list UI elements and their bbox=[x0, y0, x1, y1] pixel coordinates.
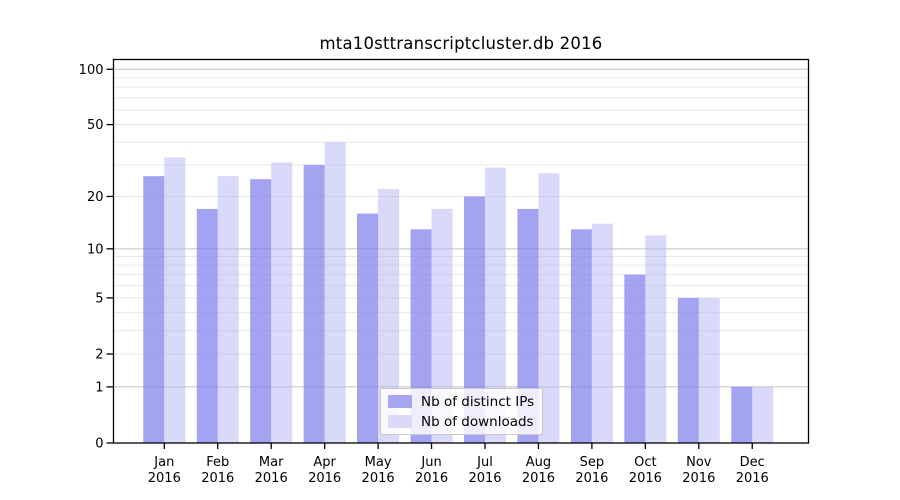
bar-distinct-ips-Jul bbox=[464, 196, 485, 443]
bar-downloads-Oct bbox=[645, 235, 667, 443]
bar-downloads-Dec bbox=[752, 386, 774, 443]
bar-distinct-ips-Dec bbox=[731, 386, 753, 443]
bar-distinct-ips-Aug bbox=[517, 208, 539, 443]
y-tick-label: 5 bbox=[95, 291, 103, 306]
bar-distinct-ips-Nov bbox=[677, 297, 699, 443]
bar-downloads-Feb bbox=[217, 176, 239, 443]
bar-downloads-Apr bbox=[324, 142, 346, 443]
y-tick-label: 100 bbox=[79, 63, 104, 78]
bar-downloads-Mar bbox=[271, 162, 293, 443]
legend-swatch-distinct-ips-icon bbox=[388, 395, 412, 408]
chart-title: mta10sttranscriptcluster.db 2016 bbox=[319, 34, 603, 53]
x-tick-label-month: Sep bbox=[580, 455, 605, 470]
y-tick-label: 50 bbox=[87, 118, 104, 133]
plot-spines bbox=[112, 58, 810, 444]
y-tick-label: 20 bbox=[87, 190, 104, 205]
bar-downloads-Jan bbox=[164, 157, 186, 443]
bar-downloads-Jul bbox=[485, 167, 506, 443]
x-tick-label-month: Oct bbox=[634, 455, 656, 470]
x-tick-label-year: 2016 bbox=[522, 471, 555, 486]
legend-label-distinct-ips: Nb of distinct IPs bbox=[421, 393, 535, 410]
x-tick-label-month: May bbox=[365, 455, 392, 470]
x-tick-label-year: 2016 bbox=[629, 471, 662, 486]
bar-downloads-Sep bbox=[591, 223, 613, 443]
x-tick-label-year: 2016 bbox=[575, 471, 608, 486]
y-tick-label: 1 bbox=[95, 380, 103, 395]
bar-downloads-Aug bbox=[538, 173, 560, 443]
bar-downloads-Jun bbox=[431, 208, 453, 443]
legend-item-distinct-ips: Nb of distinct IPs bbox=[388, 393, 542, 410]
legend-item-downloads: Nb of downloads bbox=[388, 413, 542, 430]
x-tick-label-month: Feb bbox=[206, 455, 229, 470]
legend-label-downloads: Nb of downloads bbox=[421, 413, 534, 430]
y-tick-label: 0 bbox=[95, 437, 103, 452]
bar-distinct-ips-Oct bbox=[624, 274, 646, 443]
legend: Nb of distinct IPs Nb of downloads bbox=[380, 388, 543, 435]
bar-distinct-ips-Apr bbox=[303, 164, 325, 443]
x-tick-label-year: 2016 bbox=[736, 471, 769, 486]
x-tick-label-year: 2016 bbox=[255, 471, 288, 486]
legend-swatch-downloads-icon bbox=[388, 415, 412, 428]
x-tick-label-year: 2016 bbox=[148, 471, 181, 486]
y-tick-label: 10 bbox=[87, 242, 104, 257]
x-tick-label-year: 2016 bbox=[468, 471, 501, 486]
bar-distinct-ips-Mar bbox=[250, 179, 272, 443]
x-tick-label-year: 2016 bbox=[308, 471, 341, 486]
x-tick-label-month: Jun bbox=[420, 455, 441, 470]
x-tick-label-month: Nov bbox=[686, 455, 712, 470]
x-tick-label-month: Apr bbox=[313, 455, 336, 470]
x-tick-label-month: Jan bbox=[153, 455, 174, 470]
x-tick-label-year: 2016 bbox=[415, 471, 448, 486]
x-tick-label-month: Aug bbox=[526, 455, 551, 470]
bar-distinct-ips-Jan bbox=[143, 176, 165, 443]
bar-downloads-Nov bbox=[698, 297, 720, 443]
bar-downloads-May bbox=[378, 189, 400, 443]
bar-distinct-ips-Sep bbox=[570, 229, 592, 443]
x-tick-label-year: 2016 bbox=[362, 471, 395, 486]
x-tick-label-month: Jul bbox=[476, 455, 493, 470]
x-tick-label-year: 2016 bbox=[201, 471, 234, 486]
bar-distinct-ips-Feb bbox=[196, 208, 218, 443]
bar-distinct-ips-May bbox=[357, 213, 379, 443]
x-tick-label-month: Dec bbox=[740, 455, 765, 470]
x-tick-label-month: Mar bbox=[259, 455, 284, 470]
x-tick-label-year: 2016 bbox=[682, 471, 715, 486]
y-tick-label: 2 bbox=[95, 348, 103, 363]
